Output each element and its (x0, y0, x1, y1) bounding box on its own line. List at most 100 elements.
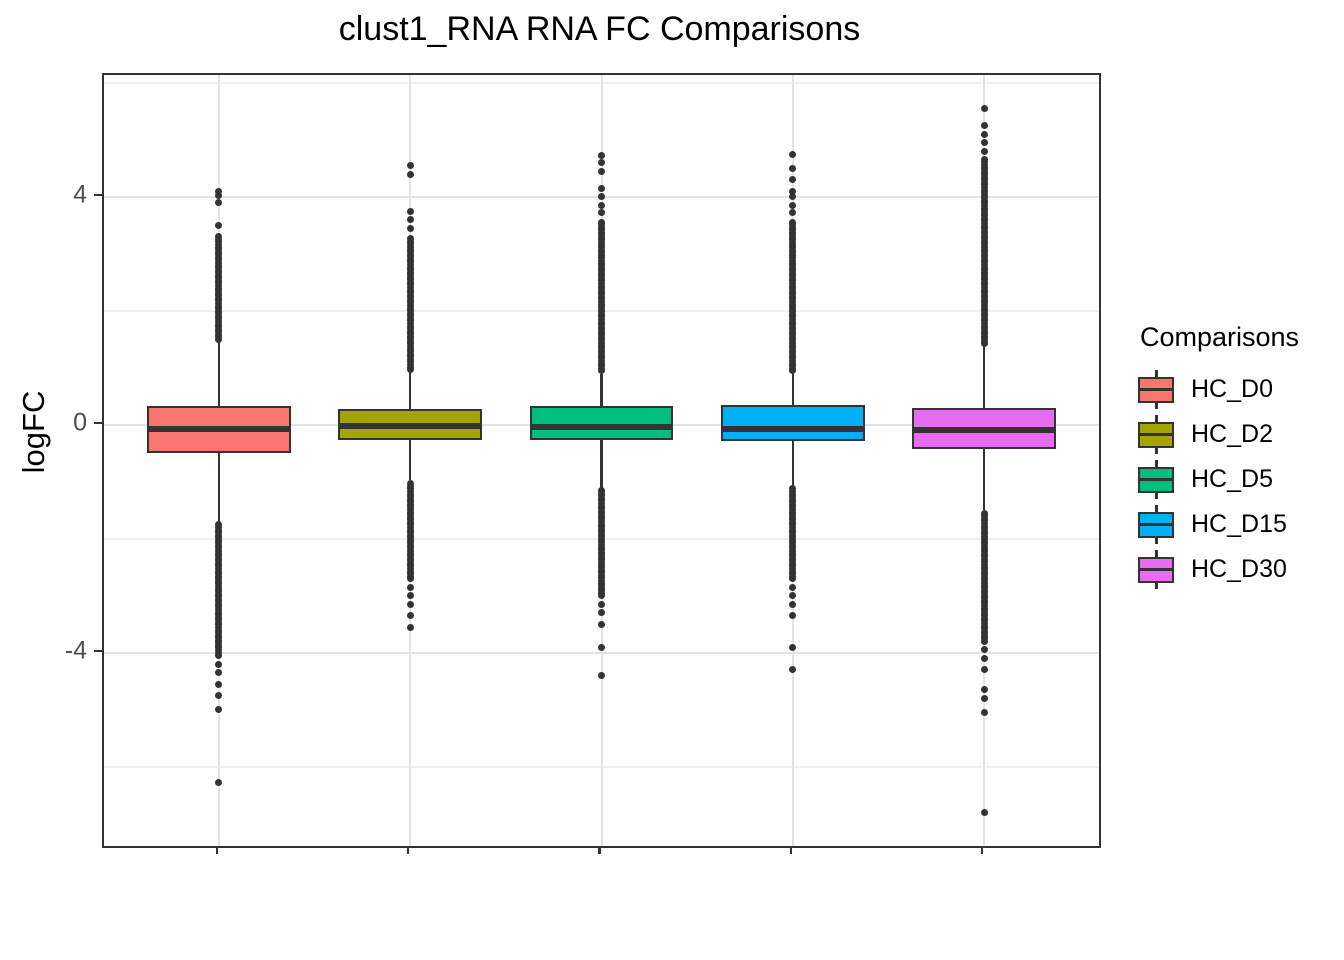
outlier-dot (980, 709, 988, 717)
outlier-dot (980, 509, 988, 517)
y-axis-tick-label: -4 (64, 636, 87, 665)
median-line (147, 426, 291, 433)
outlier-dot (406, 170, 414, 178)
median-line (338, 423, 482, 430)
legend-key-median (1138, 568, 1174, 571)
outlier-dot (598, 152, 605, 160)
outlier-dot (789, 193, 797, 201)
x-axis-tick (406, 846, 410, 854)
outlier-dot (980, 686, 988, 694)
y-axis-tick (94, 649, 102, 653)
outlier-dot (980, 646, 988, 654)
outlier-dot (598, 193, 605, 201)
legend-item: HC_D2 (1138, 412, 1299, 457)
outlier-dot (406, 480, 414, 488)
legend-key-boxplot-glyph (1138, 412, 1174, 457)
outlier-dot (598, 209, 605, 217)
legend-key-boxplot-glyph (1138, 502, 1174, 547)
boxplot-HC_D15 (721, 404, 865, 442)
outlier-dot (598, 167, 605, 175)
outlier-dot (789, 218, 797, 226)
legend-item: HC_D15 (1138, 502, 1299, 547)
outlier-dot (406, 216, 414, 224)
outlier-dot (980, 105, 988, 113)
outlier-dot (598, 620, 605, 628)
legend-key-median (1138, 478, 1174, 481)
median-line (912, 427, 1056, 433)
legend-item: HC_D0 (1138, 367, 1299, 412)
outlier-dot (789, 643, 797, 651)
outlier-dot (598, 609, 605, 617)
legend-item: HC_D30 (1138, 547, 1299, 592)
outlier-dot (789, 600, 797, 608)
outlier-dot (980, 139, 988, 147)
outlier-dot (215, 692, 223, 700)
legend-title: Comparisons (1140, 322, 1300, 352)
outlier-dot (406, 583, 414, 591)
legend-item-label: HC_D0 (1191, 375, 1273, 403)
outlier-dot (980, 130, 988, 138)
outlier-dot (789, 201, 797, 209)
median-line (721, 426, 865, 433)
outlier-dot (215, 669, 223, 677)
legend-key-boxplot-glyph (1138, 547, 1174, 592)
outlier-dot (980, 122, 988, 130)
plot-panel (102, 73, 1101, 848)
outlier-dot (215, 199, 223, 207)
outlier-dot (406, 162, 414, 170)
boxplot-HC_D5 (529, 406, 674, 440)
outlier-dot (980, 808, 988, 816)
legend-key-median (1138, 523, 1174, 526)
x-axis-tick (215, 846, 219, 854)
outlier-dot (980, 694, 988, 702)
outlier-dot (406, 235, 414, 243)
outlier-dot (789, 612, 797, 620)
outlier-dot (789, 209, 797, 217)
legend: Comparisons HC_D0 HC_D2 HC_D5 HC_D15 HC_D30 (1138, 322, 1299, 592)
outlier-dot (406, 224, 414, 232)
outlier-dot (789, 164, 797, 172)
outlier-dot (406, 207, 414, 215)
outlier-dot (406, 600, 414, 608)
outlier-dot (598, 159, 605, 167)
legend-key-boxplot-glyph (1138, 457, 1174, 502)
y-axis-tick-label: 4 (73, 180, 87, 209)
outlier-dot (789, 592, 797, 600)
outlier-dot (215, 779, 223, 787)
outlier-dot (598, 600, 605, 608)
outlier-dot (789, 485, 797, 493)
outlier-dot (215, 187, 223, 195)
outlier-dot (789, 583, 797, 591)
legend-item: HC_D5 (1138, 457, 1299, 502)
legend-key-boxplot-glyph (1138, 367, 1174, 412)
outlier-dot (406, 623, 414, 631)
outlier-dot (598, 672, 605, 680)
y-axis-tick (94, 421, 102, 425)
outlier-dot (789, 187, 797, 195)
outlier-dot (789, 176, 797, 184)
x-axis-tick (789, 846, 793, 854)
legend-item-label: HC_D5 (1191, 465, 1273, 493)
outlier-dot (980, 147, 988, 155)
outlier-dot (215, 706, 223, 714)
outlier-dot (980, 655, 988, 663)
outlier-dot (406, 592, 414, 600)
chart-title: clust1_RNA RNA FC Comparisons (338, 10, 861, 48)
legend-key-median (1138, 433, 1174, 436)
x-axis-tick (598, 846, 601, 854)
outlier-dot (215, 221, 223, 229)
outlier-dot (598, 643, 605, 651)
outlier-dot (215, 660, 223, 668)
outlier-dot (215, 521, 223, 529)
outlier-dot (980, 666, 988, 674)
outlier-dot (789, 666, 797, 674)
y-axis-title: logFC (16, 390, 51, 474)
outlier-dot (598, 218, 605, 226)
y-axis-tick (94, 193, 102, 197)
legend-item-label: HC_D30 (1191, 555, 1287, 583)
legend-item-label: HC_D15 (1191, 510, 1287, 538)
outlier-dot (598, 487, 605, 495)
outlier-dot (215, 192, 223, 200)
outlier-dot (789, 150, 797, 158)
